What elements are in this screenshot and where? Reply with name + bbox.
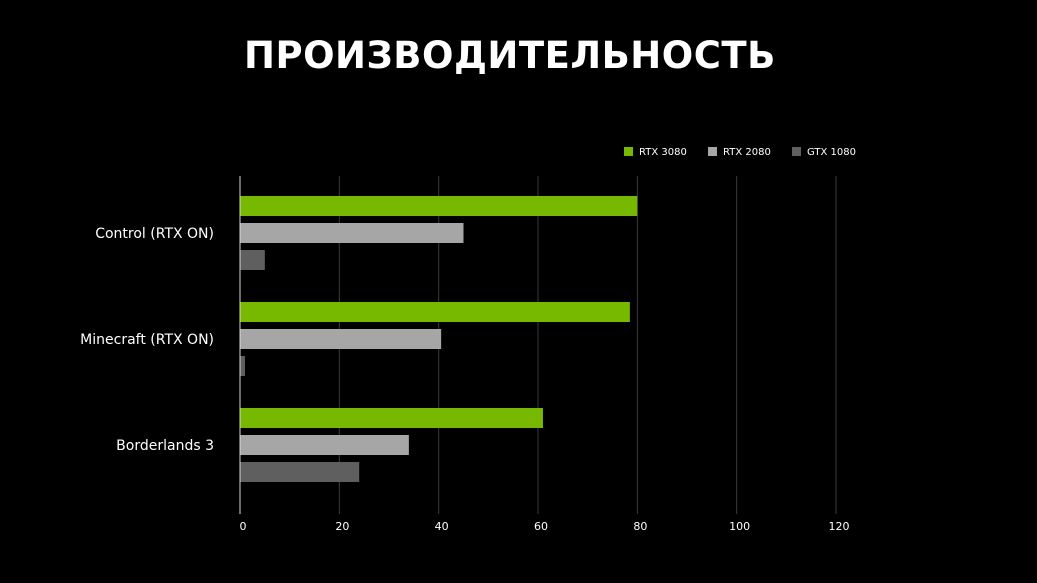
- bar-borderlands-3-gtx-1080: [240, 462, 360, 482]
- legend-label-rtx-3080: RTX 3080: [639, 147, 687, 158]
- x-tick-label-60: 60: [534, 520, 548, 533]
- chart-title: ПРОИЗВОДИТЕЛЬНОСТЬ: [244, 34, 776, 77]
- category-label-borderlands-3: Borderlands 3: [116, 438, 214, 454]
- legend: RTX 3080 RTX 2080 GTX 1080: [624, 147, 856, 158]
- legend-label-gtx-1080: GTX 1080: [807, 147, 856, 158]
- x-tick-label-40: 40: [435, 520, 449, 533]
- bar-minecraft-rtx-on-rtx-2080: [240, 329, 442, 349]
- bar-control-rtx-on-rtx-2080: [240, 223, 464, 243]
- bar-minecraft-rtx-on-rtx-3080: [240, 302, 630, 322]
- legend-label-rtx-2080: RTX 2080: [723, 147, 771, 158]
- x-tick-label-100: 100: [729, 520, 750, 533]
- x-tick-label-0: 0: [240, 520, 247, 533]
- bar-minecraft-rtx-on-gtx-1080: [240, 356, 245, 376]
- x-tick-label-120: 120: [829, 520, 850, 533]
- legend-swatch-gtx-1080: [792, 147, 801, 156]
- category-label-minecraft-rtx-on: Minecraft (RTX ON): [80, 332, 214, 348]
- x-axis: 0 20 40 60 80 100 120: [239, 176, 850, 533]
- category-label-control-rtx-on: Control (RTX ON): [95, 226, 214, 242]
- bar-borderlands-3-rtx-2080: [240, 435, 409, 455]
- bar-control-rtx-on-gtx-1080: [240, 250, 265, 270]
- bar-borderlands-3-rtx-3080: [240, 408, 543, 428]
- x-tick-label-80: 80: [633, 520, 647, 533]
- chart-bars: [240, 196, 638, 482]
- bar-control-rtx-on-rtx-3080: [240, 196, 638, 216]
- x-tick-label-20: 20: [335, 520, 349, 533]
- legend-swatch-rtx-2080: [708, 147, 717, 156]
- legend-swatch-rtx-3080: [624, 147, 633, 156]
- category-labels: Control (RTX ON) Minecraft (RTX ON) Border…: [80, 226, 214, 454]
